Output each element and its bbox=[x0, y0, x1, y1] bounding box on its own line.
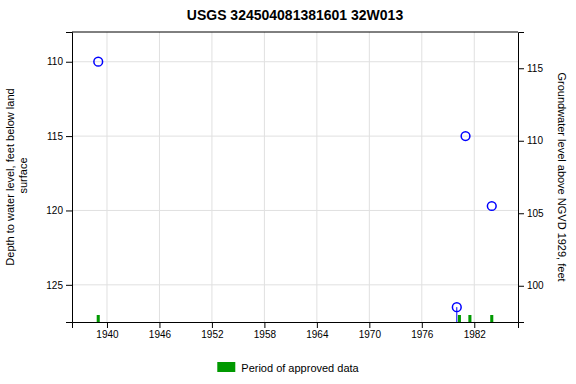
period-bar bbox=[458, 315, 461, 322]
y2-axis-label: Groundwater level above NGVD 1929, feet bbox=[556, 72, 568, 281]
tick-mark bbox=[107, 322, 108, 328]
tick-mark bbox=[264, 322, 265, 328]
axis-line bbox=[519, 33, 525, 323]
point bbox=[94, 57, 103, 66]
tick: 115 bbox=[518, 63, 543, 74]
y2-axis: 115 110 105 100 bbox=[518, 33, 544, 323]
tick: 100 bbox=[518, 280, 544, 291]
tick-mark bbox=[66, 210, 72, 211]
stem-line bbox=[456, 307, 457, 322]
tick-mark bbox=[518, 141, 524, 142]
series bbox=[97, 315, 494, 322]
grid-line-x bbox=[421, 32, 422, 322]
chart: 1940 1946 1952 1958 1964 1970 1976 1982 110 115 12… bbox=[0, 0, 576, 384]
point bbox=[461, 132, 470, 141]
tick: 120 bbox=[46, 205, 72, 216]
series bbox=[452, 303, 461, 322]
y-axis-label-line: surface bbox=[17, 157, 29, 196]
tick-mark bbox=[518, 68, 524, 69]
plot-frame bbox=[72, 32, 518, 33]
series bbox=[94, 57, 496, 210]
tick-label: 110 bbox=[527, 135, 543, 146]
tick-mark bbox=[66, 285, 72, 286]
grid-line-x bbox=[316, 32, 317, 322]
tick-mark bbox=[518, 286, 524, 287]
grid-line-y bbox=[72, 61, 518, 62]
tick-label: 1952 bbox=[201, 329, 224, 340]
tick: 105 bbox=[518, 208, 544, 219]
tick: 1952 bbox=[201, 322, 224, 340]
grid-line-y bbox=[72, 284, 518, 285]
period-bar bbox=[490, 315, 493, 322]
tick-label: 1976 bbox=[411, 329, 434, 340]
tick-label: 1964 bbox=[306, 329, 329, 340]
tick-mark bbox=[474, 322, 475, 328]
tick: 1982 bbox=[464, 322, 487, 340]
axis-line bbox=[66, 33, 73, 323]
tick: 110 bbox=[47, 56, 72, 67]
tick-mark bbox=[422, 322, 423, 328]
tick-label: 1958 bbox=[254, 329, 277, 340]
tick: 125 bbox=[46, 280, 72, 291]
grid-line-x bbox=[211, 32, 212, 322]
tick-mark bbox=[369, 322, 370, 328]
legend-label: Period of approved data bbox=[241, 362, 359, 374]
axis-line bbox=[73, 323, 519, 329]
grid-line-y bbox=[72, 210, 518, 211]
tick-label: 1982 bbox=[464, 329, 487, 340]
tick: 1940 bbox=[96, 322, 119, 340]
plot: 1940 1946 1952 1958 1964 1970 1976 1982 110 115 12… bbox=[4, 32, 568, 340]
tick-label: 1970 bbox=[359, 329, 382, 340]
tick: 110 bbox=[518, 135, 543, 146]
y-axis-label: Depth to water level, feet below land su… bbox=[4, 88, 29, 265]
grid-line-x bbox=[264, 32, 265, 322]
point bbox=[452, 303, 461, 312]
tick-label: 110 bbox=[47, 56, 63, 67]
tick-label: 115 bbox=[47, 131, 63, 142]
title: USGS 324504081381601 32W013 bbox=[187, 7, 404, 23]
tick-label: 100 bbox=[527, 280, 544, 291]
tick-mark bbox=[518, 213, 524, 214]
tick-mark bbox=[66, 136, 72, 137]
period-bar bbox=[97, 315, 100, 322]
tick: 1958 bbox=[254, 322, 277, 340]
tick-label: 105 bbox=[527, 208, 544, 219]
y-axis: 110 115 120 125 bbox=[46, 33, 72, 323]
tick-label: 120 bbox=[46, 205, 63, 216]
legend: Period of approved data bbox=[217, 362, 359, 374]
grid-line-x bbox=[159, 32, 160, 322]
tick-label: 1946 bbox=[149, 329, 172, 340]
grid bbox=[72, 32, 518, 322]
tick: 1976 bbox=[411, 322, 434, 340]
tick-mark bbox=[66, 62, 72, 63]
tick: 1970 bbox=[359, 322, 382, 340]
y-axis-label-line: Depth to water level, feet below land bbox=[4, 88, 16, 265]
tick-mark bbox=[159, 322, 160, 328]
tick: 115 bbox=[47, 131, 72, 142]
x-axis: 1940 1946 1952 1958 1964 1970 1976 1982 bbox=[73, 322, 519, 340]
tick-mark bbox=[212, 322, 213, 328]
period-bar bbox=[468, 315, 471, 322]
tick-label: 1940 bbox=[96, 329, 119, 340]
tick: 1946 bbox=[149, 322, 172, 340]
legend-item: Period of approved data bbox=[217, 362, 359, 374]
marks bbox=[94, 57, 496, 322]
grid-line-x bbox=[106, 32, 107, 322]
tick-label: 115 bbox=[527, 63, 543, 74]
legend-swatch bbox=[217, 362, 235, 372]
tick: 1964 bbox=[306, 322, 329, 340]
grid-line-x bbox=[369, 32, 370, 322]
tick-label: 125 bbox=[46, 280, 63, 291]
grid-line-x bbox=[474, 32, 475, 322]
tick-mark bbox=[317, 322, 318, 328]
grid-line-y bbox=[72, 136, 518, 137]
point bbox=[487, 202, 496, 211]
